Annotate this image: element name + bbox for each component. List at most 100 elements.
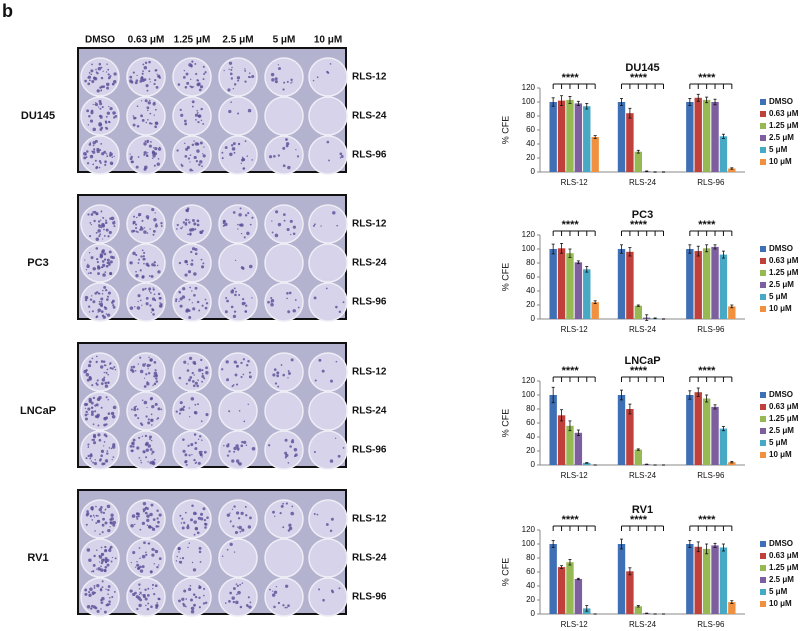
colony (231, 66, 233, 69)
colony (95, 213, 98, 216)
error-bar (636, 149, 640, 154)
column-header: 2.5 μM (222, 35, 253, 46)
error-bar (705, 543, 709, 555)
error-bar (721, 250, 725, 259)
bar (617, 102, 626, 172)
error-bar (636, 448, 640, 451)
bar (694, 97, 702, 172)
colony (90, 256, 94, 260)
row-label: RLS-12 (352, 219, 387, 230)
colony (195, 527, 198, 531)
colony (106, 111, 111, 115)
colony (280, 364, 283, 366)
colony (109, 597, 111, 599)
legend-swatch (760, 553, 766, 559)
colony (271, 220, 273, 222)
error-bar (576, 577, 580, 581)
colony (136, 567, 140, 571)
legend-label: 1.25 μM (769, 563, 799, 572)
colony (201, 439, 203, 441)
colony (197, 461, 201, 465)
colony (92, 76, 96, 80)
colony (196, 149, 200, 153)
colony (141, 219, 144, 222)
colony (148, 60, 151, 64)
colony (90, 111, 94, 115)
colony (87, 443, 90, 446)
annotation: **** (562, 365, 580, 377)
colony (237, 517, 241, 520)
colony (107, 382, 110, 384)
colony (133, 408, 137, 412)
colony (112, 80, 117, 84)
error-bar (620, 244, 623, 254)
y-tick-label: 0 (531, 609, 536, 618)
y-tick-label: 120 (522, 525, 536, 534)
colony (199, 435, 202, 438)
colony (184, 155, 188, 158)
colony (143, 400, 148, 405)
bar (574, 579, 583, 614)
colony (151, 587, 154, 590)
colony (204, 71, 207, 74)
colony (84, 259, 86, 261)
colony (108, 105, 110, 108)
colony (143, 230, 147, 234)
colony (153, 264, 156, 267)
colony (282, 146, 286, 150)
colony (196, 531, 200, 535)
colony (153, 563, 155, 565)
colony (204, 306, 208, 310)
well (218, 391, 258, 431)
colony (103, 376, 106, 379)
colony (85, 457, 88, 460)
colony (325, 287, 328, 290)
error-bar (688, 390, 692, 400)
colony (191, 504, 194, 508)
colony (129, 589, 133, 593)
colony (146, 139, 150, 143)
colony (146, 381, 149, 384)
error-bar (688, 540, 692, 548)
colony (86, 109, 90, 113)
colony (285, 139, 288, 141)
colony (146, 232, 149, 234)
colony (134, 369, 137, 372)
error-bar (688, 244, 692, 254)
colony (111, 445, 116, 449)
colony (226, 378, 230, 382)
bar (617, 395, 626, 465)
error-bar (730, 167, 734, 170)
y-axis-label: % CFE (500, 409, 510, 438)
colony (197, 120, 200, 124)
colony (290, 358, 294, 362)
colony (288, 526, 293, 531)
colony (85, 373, 90, 377)
colony (271, 231, 274, 234)
colony (228, 61, 233, 65)
bar (574, 262, 583, 319)
colony (233, 450, 236, 453)
colony (244, 140, 247, 143)
colony (101, 224, 106, 228)
colony (283, 81, 286, 84)
colony (93, 516, 96, 518)
colony (184, 453, 188, 457)
colony (108, 447, 111, 449)
legend-swatch (760, 416, 766, 422)
colony (153, 218, 157, 222)
colony (139, 299, 142, 302)
colony (104, 160, 107, 164)
well (308, 391, 348, 431)
colony (284, 438, 288, 442)
colony (106, 295, 110, 298)
colony (97, 424, 100, 427)
colony (203, 377, 206, 380)
y-tick-label: 60 (526, 418, 535, 427)
colony (100, 454, 103, 458)
colony (157, 417, 160, 420)
colony (196, 112, 199, 114)
colony (133, 116, 136, 120)
colony (97, 220, 101, 223)
colony (241, 158, 245, 162)
